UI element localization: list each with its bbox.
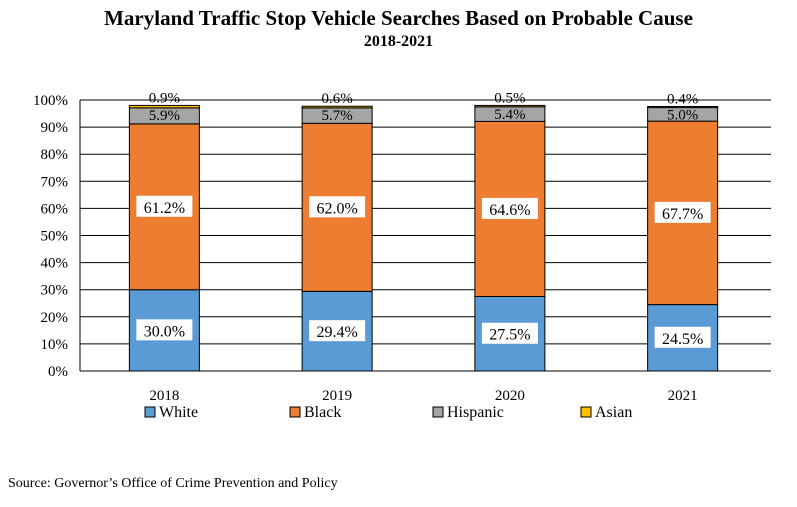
legend-label: Asian — [595, 404, 632, 421]
data-label: 5.7% — [322, 108, 353, 124]
chart-subtitle: 2018-2021 — [363, 33, 434, 50]
data-label: 5.0% — [667, 108, 698, 124]
source-note: Source: Governor’s Office of Crime Preve… — [8, 476, 338, 491]
data-label-background — [309, 320, 366, 342]
legend-swatch — [289, 406, 301, 418]
data-label: 0.9% — [149, 90, 180, 106]
x-tick-label: 2019 — [322, 388, 352, 404]
data-label-background — [654, 326, 711, 348]
legend-swatch — [432, 406, 444, 418]
y-tick-label: 70% — [41, 174, 69, 190]
data-label: 27.5% — [489, 327, 530, 344]
data-label: 5.4% — [494, 107, 525, 123]
y-tick-label: 90% — [41, 120, 69, 136]
y-tick-label: 80% — [41, 147, 69, 163]
y-tick-label: 40% — [41, 256, 69, 272]
data-label-background — [654, 201, 711, 223]
y-tick-label: 0% — [48, 364, 68, 380]
data-label: 24.5% — [662, 331, 703, 348]
y-tick-label: 100% — [33, 93, 68, 109]
y-tick-label: 60% — [41, 201, 69, 217]
legend-label: Hispanic — [447, 404, 504, 421]
data-label: 29.4% — [316, 324, 357, 341]
legend-swatch — [144, 406, 156, 418]
legend-label: White — [159, 404, 198, 421]
y-axis: 0% 10% 20% 30% 40% 50% 60% 70% 80% 90% 100% — [33, 93, 81, 380]
y-tick-label: 20% — [41, 310, 69, 326]
data-label-background — [481, 322, 538, 344]
y-tick-label: 30% — [41, 283, 69, 299]
y-tick-label: 10% — [41, 337, 69, 353]
x-tick-label: 2018 — [149, 388, 179, 404]
chart-title: Maryland Traffic Stop Vehicle Searches B… — [104, 6, 693, 30]
data-label: 64.6% — [489, 202, 530, 219]
data-label: 0.5% — [494, 90, 525, 106]
bar-segment — [647, 106, 719, 109]
x-axis: 2018 2019 2020 2021 — [80, 370, 771, 404]
data-label: 0.4% — [667, 92, 698, 108]
bar-segment — [301, 105, 373, 109]
data-label: 30.0% — [144, 323, 185, 340]
legend: White Black Hispanic Asian — [144, 404, 632, 421]
data-label: 61.2% — [144, 200, 185, 217]
bar-segment — [128, 104, 200, 109]
stacked-bar-chart: 0% 10% 20% 30% 40% 50% 60% 70% 80% 90% 100% 30.0% 6… — [33, 90, 771, 421]
y-tick-label: 50% — [41, 229, 69, 245]
x-tick-label: 2020 — [495, 388, 525, 404]
data-label-background — [481, 197, 538, 219]
data-label-background — [309, 196, 366, 218]
data-label: 67.7% — [662, 206, 703, 223]
x-tick-label: 2021 — [668, 388, 698, 404]
data-label: 5.9% — [149, 108, 180, 124]
bars: 30.0% 61.2% 5.9% 0.9% 29.4% 62.0% 5.7%0.6% 27.5… — [128, 90, 719, 372]
data-label: 62.0% — [316, 200, 357, 217]
data-label-background — [136, 195, 193, 217]
data-label: 0.6% — [322, 91, 353, 107]
legend-swatch — [580, 406, 592, 418]
legend-label: Black — [304, 404, 341, 421]
bar-segment — [474, 104, 546, 108]
data-label-background — [136, 319, 193, 341]
